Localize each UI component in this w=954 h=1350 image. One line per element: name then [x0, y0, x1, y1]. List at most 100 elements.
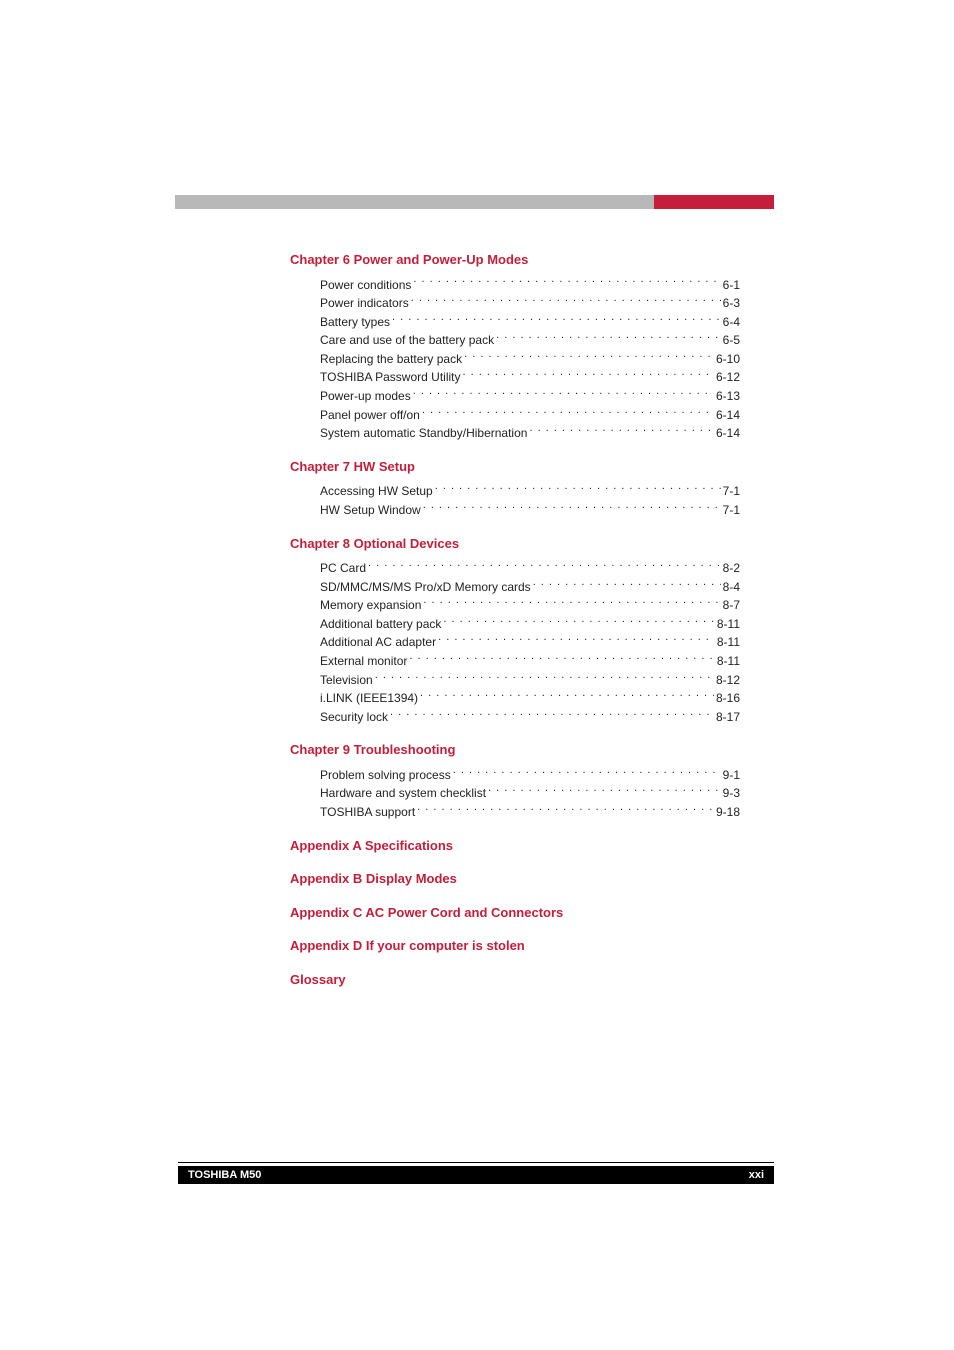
toc-entry-label: Accessing HW Setup	[320, 482, 433, 501]
toc-entry[interactable]: Accessing HW Setup7-1	[320, 482, 740, 501]
toc-entry-label: Replacing the battery pack	[320, 350, 462, 369]
toc-section: Glossary	[290, 970, 740, 990]
chapter-title[interactable]: Appendix C AC Power Cord and Connectors	[290, 903, 740, 923]
toc-entry[interactable]: Care and use of the battery pack 6-5	[320, 331, 740, 350]
chapter-title[interactable]: Chapter 7 HW Setup	[290, 457, 740, 477]
toc-entry[interactable]: Problem solving process9-1	[320, 766, 740, 785]
toc-entry-label: System automatic Standby/Hibernation	[320, 424, 527, 443]
toc-entry[interactable]: Additional battery pack8-11	[320, 615, 740, 634]
toc-entry[interactable]: Television 8-12	[320, 671, 740, 690]
toc-entry[interactable]: TOSHIBA support9-18	[320, 803, 740, 822]
toc-entry-page: 8-4	[721, 578, 740, 597]
toc-entry[interactable]: External monitor 8-11	[320, 652, 740, 671]
toc-entry[interactable]: Power-up modes 6-13	[320, 387, 740, 406]
toc-leader-dots	[366, 560, 721, 572]
toc-entry-page: 6-14	[714, 406, 740, 425]
toc-entry-label: Power-up modes	[320, 387, 411, 406]
chapter-title[interactable]: Chapter 9 Troubleshooting	[290, 740, 740, 760]
toc-section: Chapter 6 Power and Power-Up Modes Power …	[290, 250, 740, 443]
toc-entry[interactable]: Security lock 8-17	[320, 708, 740, 727]
chapter-title[interactable]: Appendix A Specifications	[290, 836, 740, 856]
toc-section: Appendix B Display Modes	[290, 869, 740, 889]
toc-entry-label: Security lock	[320, 708, 388, 727]
toc-leader-dots	[390, 314, 721, 326]
toc-entries: PC Card8-2SD/MMC/MS/MS Pro/xD Memory car…	[290, 559, 740, 726]
toc-entry-page: 6-12	[714, 368, 740, 387]
toc-entry-page: 8-2	[721, 559, 740, 578]
toc-section: Chapter 8 Optional DevicesPC Card8-2SD/M…	[290, 534, 740, 727]
toc-entry-label: Television	[320, 671, 373, 690]
toc-entry[interactable]: Additional AC adapter 8-11	[320, 633, 740, 652]
toc-leader-dots	[433, 483, 721, 495]
chapter-title[interactable]: Appendix D If your computer is stolen	[290, 936, 740, 956]
toc-entry-page: 8-11	[715, 633, 740, 652]
toc-entry-label: Memory expansion	[320, 596, 421, 615]
toc-entry-page: 8-16	[714, 689, 740, 708]
toc-entry-page: 8-12	[714, 671, 740, 690]
toc-entry-page: 9-18	[714, 803, 740, 822]
footer-rule	[178, 1162, 774, 1163]
header-bar-gray	[175, 195, 654, 209]
toc-leader-dots	[411, 388, 714, 400]
toc-entries: Problem solving process9-1Hardware and s…	[290, 766, 740, 822]
chapter-title[interactable]: Chapter 8 Optional Devices	[290, 534, 740, 554]
footer-left-text: TOSHIBA M50	[188, 1169, 261, 1181]
toc-entry-page: 8-7	[721, 596, 740, 615]
toc-leader-dots	[407, 653, 714, 665]
toc-entry-page: 6-3	[721, 294, 740, 313]
toc-leader-dots	[373, 672, 714, 684]
toc-leader-dots	[494, 332, 721, 344]
toc-entry-page: 6-1	[721, 276, 740, 295]
toc-entry-label: Hardware and system checklist	[320, 784, 486, 803]
toc-leader-dots	[441, 616, 714, 628]
toc-leader-dots	[409, 295, 721, 307]
toc-entry[interactable]: Power conditions6-1	[320, 276, 740, 295]
toc-entry[interactable]: Power indicators 6-3	[320, 294, 740, 313]
toc-leader-dots	[527, 425, 714, 437]
header-decorative-bar	[175, 195, 774, 209]
toc-section: Chapter 9 Troubleshooting Problem solving…	[290, 740, 740, 821]
toc-entry-page: 6-13	[714, 387, 740, 406]
toc-entry[interactable]: i.LINK (IEEE1394) 8-16	[320, 689, 740, 708]
toc-entry-page: 6-10	[714, 350, 740, 369]
toc-entry-label: i.LINK (IEEE1394)	[320, 689, 418, 708]
chapter-title[interactable]: Appendix B Display Modes	[290, 869, 740, 889]
toc-entry-label: External monitor	[320, 652, 407, 671]
chapter-title[interactable]: Chapter 6 Power and Power-Up Modes	[290, 250, 740, 270]
toc-entry-label: SD/MMC/MS/MS Pro/xD Memory cards	[320, 578, 531, 597]
toc-leader-dots	[388, 709, 714, 721]
toc-entry[interactable]: SD/MMC/MS/MS Pro/xD Memory cards 8-4	[320, 578, 740, 597]
toc-content: Chapter 6 Power and Power-Up Modes Power …	[290, 250, 740, 1003]
toc-section: Appendix A Specifications	[290, 836, 740, 856]
toc-entry-page: 8-17	[714, 708, 740, 727]
toc-entry[interactable]: Battery types6-4	[320, 313, 740, 332]
toc-entry-label: Care and use of the battery pack	[320, 331, 494, 350]
toc-entry-label: PC Card	[320, 559, 366, 578]
toc-entry[interactable]: System automatic Standby/Hibernation6-14	[320, 424, 740, 443]
toc-entry[interactable]: Panel power off/on6-14	[320, 406, 740, 425]
toc-entry-page: 9-1	[721, 766, 740, 785]
toc-entry[interactable]: TOSHIBA Password Utility6-12	[320, 368, 740, 387]
toc-entry[interactable]: HW Setup Window 7-1	[320, 501, 740, 520]
toc-entry-label: HW Setup Window	[320, 501, 421, 520]
toc-leader-dots	[418, 690, 714, 702]
toc-entry-label: Power indicators	[320, 294, 409, 313]
chapter-title[interactable]: Glossary	[290, 970, 740, 990]
toc-leader-dots	[421, 502, 721, 514]
toc-entry[interactable]: Hardware and system checklist9-3	[320, 784, 740, 803]
toc-leader-dots	[436, 634, 715, 646]
toc-leader-dots	[460, 369, 713, 381]
toc-entry-page: 7-1	[721, 501, 740, 520]
toc-entry[interactable]: PC Card 8-2	[320, 559, 740, 578]
toc-entry-page: 6-5	[721, 331, 740, 350]
page-footer: TOSHIBA M50 xxi	[178, 1162, 774, 1184]
toc-entry-page: 8-11	[715, 652, 740, 671]
toc-entry-label: Additional AC adapter	[320, 633, 436, 652]
toc-entry[interactable]: Memory expansion 8-7	[320, 596, 740, 615]
toc-entry[interactable]: Replacing the battery pack 6-10	[320, 350, 740, 369]
toc-leader-dots	[531, 579, 721, 591]
toc-entries: Power conditions6-1Power indicators 6-3Ba…	[290, 276, 740, 443]
toc-entry-page: 6-4	[721, 313, 740, 332]
toc-leader-dots	[462, 351, 714, 363]
header-bar-red	[654, 195, 774, 209]
